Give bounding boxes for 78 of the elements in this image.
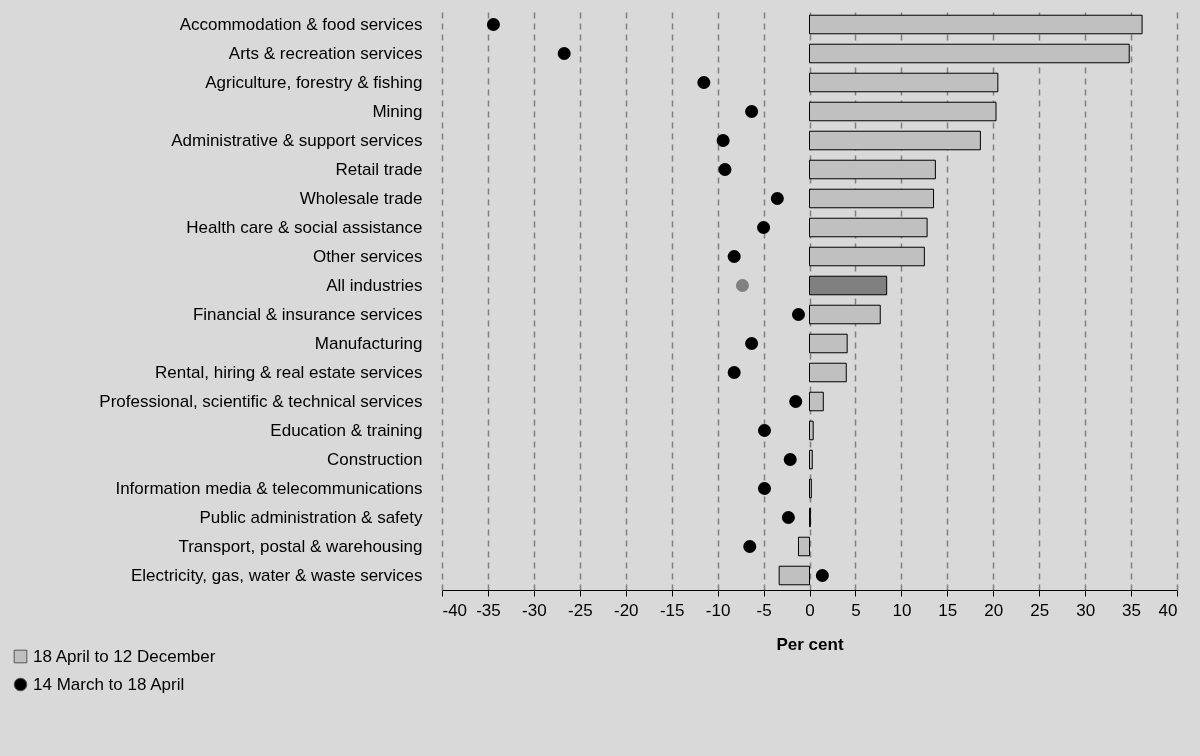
x-tick-label: 15 [938,600,958,620]
point [743,539,757,554]
y-tick-label: Mining [372,101,423,121]
y-tick-label: Education & training [270,420,423,440]
x-tick-label: -5 [756,600,772,620]
bar [809,304,881,325]
x-tick-label: -35 [476,600,501,620]
x-tick-label: -20 [613,600,639,620]
y-tick-label: Accommodation & food services [179,14,423,34]
bar [809,449,813,470]
point [815,568,829,583]
bar [809,72,999,93]
bar [809,43,1130,64]
point [735,278,749,293]
bar [797,536,810,557]
x-tick-label: -40 [442,600,468,620]
point [789,394,803,409]
x-tick-label: -25 [568,600,593,620]
x-tick-label: 0 [805,600,815,620]
x-tick-label: 20 [984,600,1004,620]
point [745,104,759,119]
point [727,365,741,380]
bar [809,101,997,122]
x-tick-label: -10 [705,600,731,620]
y-tick-label: All industries [326,275,423,295]
point [718,162,732,177]
point [716,133,730,148]
y-tick-label: Retail trade [335,159,423,179]
point [783,452,797,467]
y-tick-label: Health care & social assistance [186,217,423,237]
y-tick-label: Other services [312,246,423,266]
y-tick-label: Construction [327,449,423,469]
bar [809,333,848,354]
point [757,220,771,235]
point [745,336,759,351]
y-tick-label: Financial & insurance services [192,304,423,324]
x-tick-label: 40 [1158,600,1178,620]
y-tick-label: Professional, scientific & technical services [99,391,423,411]
x-tick-label: -15 [659,600,685,620]
point [697,75,711,90]
bar [809,275,888,296]
bar [809,217,928,238]
bar [809,362,847,383]
x-tick-label: 35 [1122,600,1142,620]
bar [809,188,935,209]
y-tick-label: Administrative & support services [171,130,423,150]
y-tick-label: Information media & telecommunications [115,478,423,498]
point [757,423,771,438]
legend-label: 14 March to 18 April [33,674,185,694]
x-tick-label: 25 [1030,600,1050,620]
point [781,510,795,525]
point [486,17,500,32]
x-tick-label: 30 [1076,600,1096,620]
point [791,307,805,322]
y-tick-label: Wholesale trade [299,188,423,208]
y-tick-label: Transport, postal & warehousing [178,536,423,556]
y-tick-label: Rental, hiring & real estate services [155,362,423,382]
bar [809,420,814,441]
y-tick-label: Agriculture, forestry & fishing [205,72,423,92]
y-tick-label: Electricity, gas, water & waste services [130,565,423,585]
bar [809,14,1143,35]
x-tick-label: 5 [851,600,861,620]
x-axis-title: Per cent [776,634,844,654]
y-tick-label: Arts & recreation services [228,43,423,63]
point [557,46,571,61]
x-tick-label: -30 [522,600,547,620]
bar [809,246,925,267]
point [727,249,741,264]
x-tick-label: 10 [892,600,912,620]
y-tick-label: Public administration & safety [199,507,423,527]
y-tick-label: Manufacturing [314,333,423,353]
bar [778,565,810,586]
point [757,481,771,496]
bar [809,159,936,180]
point [770,191,784,206]
bar [809,130,981,151]
bar [809,391,824,412]
legend-label: 18 April to 12 December [33,646,216,666]
